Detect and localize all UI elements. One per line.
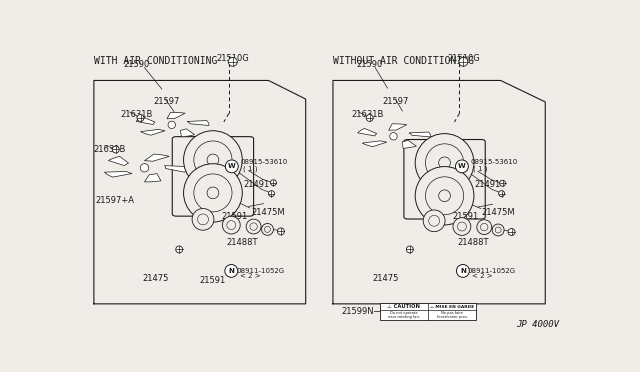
Text: 21475: 21475: [372, 273, 399, 283]
Ellipse shape: [269, 190, 275, 196]
Ellipse shape: [438, 190, 451, 202]
Text: JP 4000V: JP 4000V: [516, 320, 559, 329]
Ellipse shape: [140, 164, 148, 172]
Ellipse shape: [207, 187, 219, 199]
Text: 21491: 21491: [244, 180, 270, 189]
FancyBboxPatch shape: [404, 140, 485, 219]
Text: 21590: 21590: [356, 60, 383, 69]
Polygon shape: [362, 141, 387, 147]
Ellipse shape: [246, 219, 261, 234]
Ellipse shape: [168, 121, 175, 129]
Ellipse shape: [508, 228, 515, 235]
Polygon shape: [409, 132, 431, 137]
Polygon shape: [164, 166, 187, 172]
Text: 21597: 21597: [154, 97, 180, 106]
Text: 21488T: 21488T: [457, 238, 488, 247]
Text: ( 1 ): ( 1 ): [473, 166, 487, 173]
Text: ⚠ MISE EN GARDE: ⚠ MISE EN GARDE: [430, 305, 474, 309]
Ellipse shape: [415, 167, 474, 225]
Text: Do not operate
near rotating fan.: Do not operate near rotating fan.: [388, 311, 420, 319]
Ellipse shape: [438, 157, 451, 169]
FancyBboxPatch shape: [172, 137, 253, 216]
Ellipse shape: [500, 180, 506, 186]
Ellipse shape: [176, 246, 182, 253]
Ellipse shape: [499, 190, 504, 196]
Ellipse shape: [184, 131, 243, 189]
Polygon shape: [180, 129, 195, 137]
Text: 08915-53610: 08915-53610: [470, 159, 518, 165]
Text: Ne pas faire
fonctionner pres.: Ne pas faire fonctionner pres.: [436, 311, 468, 319]
Polygon shape: [145, 173, 161, 182]
Bar: [380, 303, 476, 320]
Ellipse shape: [225, 264, 237, 278]
Text: 21631B: 21631B: [94, 145, 126, 154]
Polygon shape: [167, 112, 185, 119]
Text: ⚠ CAUTION: ⚠ CAUTION: [387, 304, 420, 309]
Ellipse shape: [456, 160, 468, 173]
Ellipse shape: [222, 216, 240, 234]
Ellipse shape: [225, 160, 238, 173]
Text: 21631B: 21631B: [121, 110, 153, 119]
Text: < 2 >: < 2 >: [472, 273, 492, 279]
Ellipse shape: [137, 115, 144, 121]
Text: 21475: 21475: [142, 273, 168, 283]
Text: 21631B: 21631B: [352, 110, 384, 119]
Polygon shape: [388, 124, 407, 130]
Text: 08911-1052G: 08911-1052G: [236, 268, 284, 274]
Text: 08915-53610: 08915-53610: [240, 159, 287, 165]
Ellipse shape: [277, 228, 284, 235]
Text: 21491: 21491: [474, 180, 500, 189]
Ellipse shape: [456, 264, 469, 278]
Ellipse shape: [207, 154, 219, 166]
Ellipse shape: [192, 209, 214, 230]
Ellipse shape: [228, 57, 237, 66]
Polygon shape: [104, 171, 132, 177]
Ellipse shape: [390, 132, 397, 140]
Polygon shape: [108, 156, 129, 166]
Text: 21597: 21597: [383, 97, 409, 106]
Ellipse shape: [492, 224, 504, 236]
Text: ( 1 ): ( 1 ): [243, 166, 257, 173]
Text: N: N: [228, 268, 234, 274]
Text: 08911-1052G: 08911-1052G: [468, 268, 516, 274]
Polygon shape: [141, 129, 165, 135]
Text: 21591: 21591: [452, 212, 478, 221]
Ellipse shape: [423, 210, 445, 232]
Ellipse shape: [459, 57, 468, 66]
Text: 21591: 21591: [199, 276, 225, 285]
Text: 21590: 21590: [124, 60, 150, 69]
Text: 21597+A: 21597+A: [96, 196, 135, 205]
Text: W: W: [458, 163, 466, 169]
Text: 21599N—: 21599N—: [342, 307, 383, 315]
Text: N: N: [460, 268, 466, 274]
Text: W: W: [228, 163, 236, 169]
Ellipse shape: [112, 146, 119, 153]
Text: 21475M: 21475M: [482, 208, 515, 217]
Polygon shape: [136, 117, 155, 125]
Ellipse shape: [366, 115, 373, 121]
Polygon shape: [188, 121, 209, 125]
Text: WITH AIR CONDITIONING: WITH AIR CONDITIONING: [94, 56, 217, 66]
Ellipse shape: [271, 180, 276, 186]
Polygon shape: [145, 154, 169, 161]
Text: 21510G: 21510G: [216, 54, 249, 64]
Text: WITHOUT AIR CONDITIONING: WITHOUT AIR CONDITIONING: [333, 56, 474, 66]
Ellipse shape: [453, 218, 471, 235]
Text: 21488T: 21488T: [227, 238, 258, 247]
Ellipse shape: [415, 134, 474, 192]
Text: < 2 >: < 2 >: [240, 273, 261, 279]
Polygon shape: [358, 128, 377, 136]
Ellipse shape: [477, 220, 492, 234]
Text: 21591: 21591: [221, 212, 248, 221]
Text: 21510G: 21510G: [447, 54, 480, 64]
Polygon shape: [402, 140, 417, 148]
Ellipse shape: [184, 164, 243, 222]
Ellipse shape: [406, 246, 413, 253]
Ellipse shape: [262, 224, 273, 235]
Text: 21475M: 21475M: [251, 208, 285, 217]
